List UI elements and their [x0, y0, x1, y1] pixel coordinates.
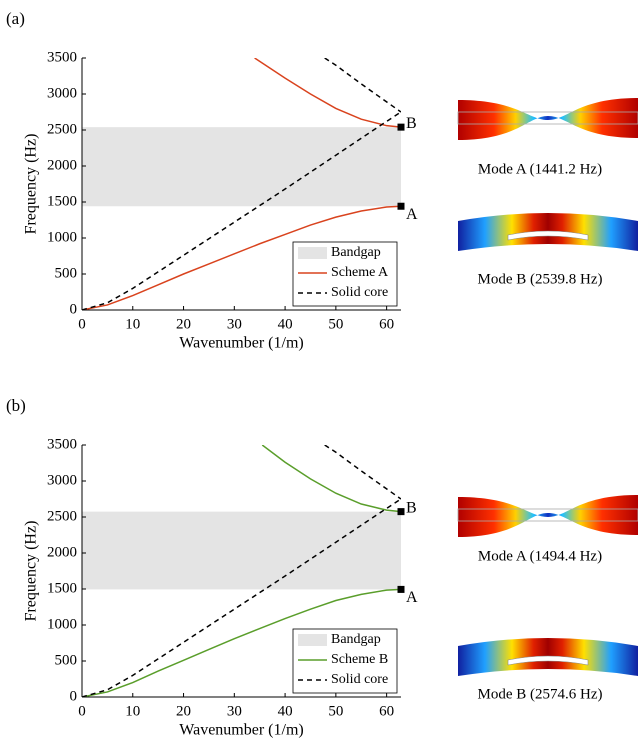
x-tick-label: 0 — [78, 703, 86, 719]
y-tick-label: 2000 — [47, 157, 77, 173]
legend-swatch — [298, 247, 327, 259]
y-tick-label: 1500 — [47, 193, 77, 209]
y-tick-label: 1000 — [47, 229, 77, 245]
x-tick-label: 40 — [278, 316, 293, 332]
y-tick-label: 3500 — [47, 49, 77, 65]
y-tick-label: 2500 — [47, 508, 77, 524]
panel-label: (a) — [6, 9, 25, 28]
y-tick-label: 3000 — [47, 85, 77, 101]
figure: (a)0500100015002000250030003500010203040… — [0, 0, 638, 747]
legend-label: Scheme B — [331, 652, 388, 667]
point — [398, 508, 405, 515]
x-axis-label: Wavenumber (1/m) — [179, 335, 303, 352]
curve — [325, 58, 401, 112]
y-tick-label: 2000 — [47, 544, 77, 560]
x-axis-label: Wavenumber (1/m) — [179, 722, 303, 739]
y-tick-label: 500 — [55, 652, 78, 668]
mode-b-image — [458, 213, 638, 251]
mode-label: Mode A (1441.2 Hz) — [478, 161, 602, 177]
beam — [458, 495, 638, 537]
x-tick-label: 50 — [328, 316, 343, 332]
y-tick-label: 3500 — [47, 436, 77, 452]
legend-label: Solid core — [331, 285, 388, 300]
y-tick-label: 0 — [70, 301, 78, 317]
y-tick-label: 2500 — [47, 121, 77, 137]
y-tick-label: 0 — [70, 688, 78, 704]
bandgap — [82, 512, 401, 590]
mode-label: Mode B (2539.8 Hz) — [478, 271, 603, 287]
beam — [458, 98, 638, 140]
x-tick-label: 30 — [227, 703, 242, 719]
legend-label: Scheme A — [331, 265, 389, 280]
y-tick-label: 500 — [55, 265, 78, 281]
curve — [255, 58, 401, 127]
x-tick-label: 60 — [379, 703, 394, 719]
point — [398, 124, 405, 131]
x-tick-label: 60 — [379, 316, 394, 332]
legend-label: Bandgap — [331, 245, 381, 260]
legend-label: Solid core — [331, 672, 388, 687]
y-tick-label: 3000 — [47, 472, 77, 488]
y-tick-label: 1000 — [47, 616, 77, 632]
x-tick-label: 20 — [176, 316, 191, 332]
mode-b-image — [458, 638, 638, 676]
x-tick-label: 10 — [125, 316, 140, 332]
point — [398, 203, 405, 210]
bandgap — [82, 127, 401, 206]
mode-label: Mode B (2574.6 Hz) — [478, 686, 603, 702]
legend-label: Bandgap — [331, 632, 381, 647]
page: {"chart_data": [ {"type": "line", "panel… — [0, 0, 638, 747]
mode-a-image — [458, 98, 638, 140]
x-tick-label: 40 — [278, 703, 293, 719]
point-label: A — [406, 206, 418, 223]
x-tick-label: 0 — [78, 316, 86, 332]
point-label: A — [406, 589, 418, 606]
x-tick-label: 10 — [125, 703, 140, 719]
point-label: B — [406, 499, 417, 516]
panel-label: (b) — [6, 396, 26, 415]
y-tick-label: 1500 — [47, 580, 77, 596]
curve — [325, 445, 401, 499]
y-axis-label: Frequency (Hz) — [23, 521, 40, 622]
x-tick-label: 50 — [328, 703, 343, 719]
x-tick-label: 30 — [227, 316, 242, 332]
mode-label: Mode A (1494.4 Hz) — [478, 548, 602, 564]
x-tick-label: 20 — [176, 703, 191, 719]
point — [398, 586, 405, 593]
y-axis-label: Frequency (Hz) — [23, 134, 40, 235]
legend-swatch — [298, 634, 327, 646]
point-label: B — [406, 115, 417, 132]
curve — [262, 445, 401, 512]
mode-a-image — [458, 495, 638, 537]
